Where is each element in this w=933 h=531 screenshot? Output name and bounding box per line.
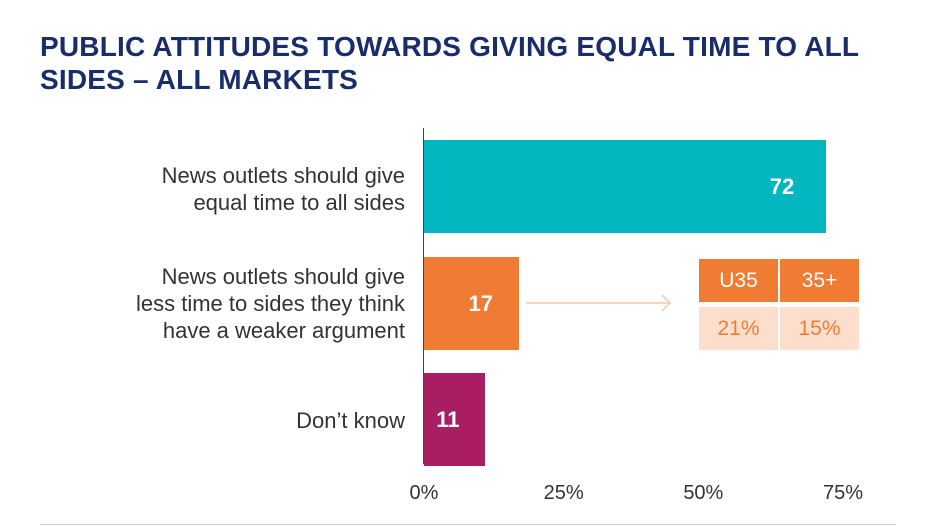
connector-arrow-icon [526, 294, 672, 312]
category-label-less-time: News outlets should give less time to sid… [105, 263, 405, 344]
bar-less-time: 17 [424, 257, 519, 350]
category-label-line: News outlets should give [161, 163, 405, 188]
bar-value-label-equal-time: 72 [769, 173, 795, 199]
category-label-line: equal time to all sides [193, 190, 405, 215]
age-header-35plus: 35+ [780, 259, 859, 302]
age-header-u35: U35 [699, 259, 778, 302]
category-label-line: have a weaker argument [162, 318, 405, 343]
category-label-dont-know: Don’t know [105, 407, 405, 434]
x-tick-label: 50% [683, 482, 724, 504]
age-value-35plus: 15% [780, 307, 859, 350]
category-label-line: Don’t know [296, 408, 405, 433]
category-label-line: less time to sides they think [135, 291, 405, 316]
bar-equal-time: 72 [424, 140, 827, 233]
bar-value-label-less-time: 17 [468, 290, 493, 316]
category-label-line: News outlets should give [161, 264, 405, 289]
chart-title: PUBLIC ATTITUDES TOWARDS GIVING EQUAL TI… [40, 31, 859, 95]
y-axis-line [423, 128, 424, 464]
x-tick-label: 0% [409, 482, 439, 504]
x-tick-label: 25% [543, 482, 584, 504]
bar-dont-know: 11 [424, 373, 486, 466]
age-value-u35: 21% [699, 307, 778, 350]
bar-value-label-dont-know: 11 [436, 406, 460, 432]
x-tick-label: 75% [822, 482, 864, 504]
category-label-equal-time: News outlets should give equal time to al… [105, 162, 405, 216]
bottom-divider [40, 524, 896, 525]
